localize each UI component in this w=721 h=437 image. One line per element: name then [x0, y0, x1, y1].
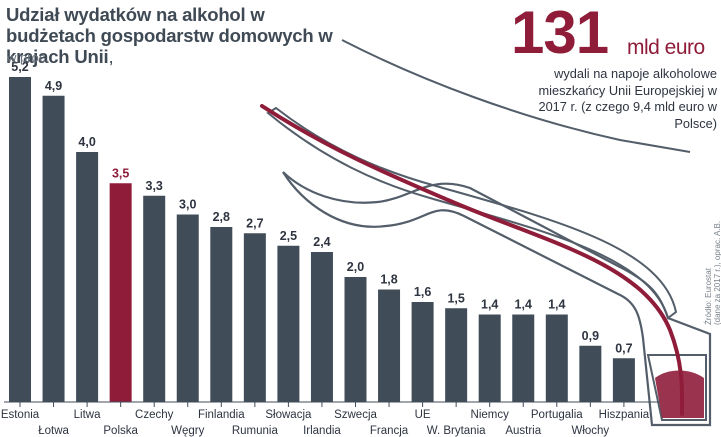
value-label-12: 1,6 [414, 285, 431, 299]
value-label-0: 5,2 [11, 60, 28, 74]
bars-group [9, 77, 635, 402]
category-label-3: Polska [103, 425, 138, 437]
bottle-neck-outline [266, 106, 678, 320]
bar-5 [176, 214, 199, 402]
value-label-15: 1,4 [515, 298, 532, 312]
bar-0 [9, 77, 31, 402]
chart-title-text: Udział wydatków na alkohol w budżetach g… [6, 4, 333, 67]
value-label-7: 2,7 [246, 216, 263, 230]
category-label-6: Finlandia [198, 409, 245, 421]
category-label-13: W. Brytania [427, 425, 486, 437]
bar-4 [143, 195, 166, 402]
value-label-4: 3,3 [146, 179, 163, 193]
category-label-5: Węgry [171, 425, 204, 437]
category-label-0: Estonia [1, 409, 40, 421]
bar-6 [210, 227, 233, 402]
category-label-12: UE [415, 409, 431, 421]
value-label-3: 3,5 [112, 166, 129, 180]
category-label-7: Rumunia [232, 425, 279, 437]
value-label-18: 0,7 [615, 341, 632, 355]
value-label-1: 4,9 [45, 79, 62, 93]
category-label-2: Litwa [74, 409, 101, 421]
category-label-15: Austria [505, 425, 541, 437]
value-label-16: 1,4 [548, 298, 565, 312]
bar-7 [243, 233, 266, 402]
bar-3 [109, 183, 132, 402]
callout-unit: mld euro [627, 36, 705, 59]
source-line-1: Źródło: Eurostat [704, 268, 713, 325]
bar-2 [76, 152, 99, 402]
callout-text: wydali na napoje alkoholowe mieszkańcy U… [538, 66, 717, 131]
category-label-14: Niemcy [471, 409, 510, 421]
callout-number: 131 [511, 0, 609, 66]
value-label-2: 4,0 [78, 135, 95, 149]
bar-13 [445, 308, 468, 402]
wine-stream [260, 104, 685, 416]
value-label-9: 2,4 [313, 235, 330, 249]
value-label-6: 2,8 [213, 210, 230, 224]
source-note: Źródło: Eurostat (dane za 2017 r.), opra… [704, 221, 721, 325]
chart-subtitle: w proc. [7, 50, 49, 65]
category-label-4: Czechy [135, 409, 174, 421]
category-label-17: Włochy [571, 425, 609, 437]
value-label-14: 1,4 [481, 298, 498, 312]
value-label-10: 2,0 [347, 260, 364, 274]
bar-8 [277, 245, 300, 402]
value-label-5: 3,0 [179, 198, 196, 212]
bar-15 [512, 314, 535, 402]
wine-in-glass [655, 370, 704, 418]
bar-12 [411, 302, 434, 402]
category-label-18: Hiszpania [599, 409, 650, 421]
value-label-11: 1,8 [380, 273, 397, 287]
bar-17 [579, 345, 602, 402]
bar-11 [378, 289, 401, 402]
value-labels-group: 5,2 4,9 4,0 3,5 3,3 3,0 2,8 2,7 2,5 2,4 2,0 1,8 1,6 1… [11, 60, 632, 355]
category-label-1: Łotwa [38, 425, 69, 437]
bottle-illustration [260, 39, 712, 427]
bar-9 [310, 252, 333, 402]
chart-title: Udział wydatków na alkohol w budżetach g… [6, 4, 336, 67]
bar-16 [545, 314, 568, 402]
category-label-9: Irlandia [303, 425, 341, 437]
bar-18 [612, 358, 635, 402]
value-label-17: 0,9 [582, 329, 599, 343]
category-label-10: Szwecja [334, 409, 377, 421]
category-label-11: Francja [370, 425, 409, 437]
category-label-8: Słowacja [265, 409, 312, 421]
source-line-2: (dane za 2017 r.), oprac. A.B. [713, 220, 721, 325]
value-label-13: 1,5 [447, 291, 464, 305]
bar-10 [344, 277, 367, 402]
bottle-top-outline [341, 39, 691, 153]
category-label-16: Portugalia [531, 409, 583, 421]
value-label-8: 2,5 [280, 229, 297, 243]
glass-outline [646, 354, 707, 421]
bar-1 [42, 95, 65, 402]
chart-title-comma: , [108, 46, 114, 67]
bar-14 [478, 314, 501, 402]
